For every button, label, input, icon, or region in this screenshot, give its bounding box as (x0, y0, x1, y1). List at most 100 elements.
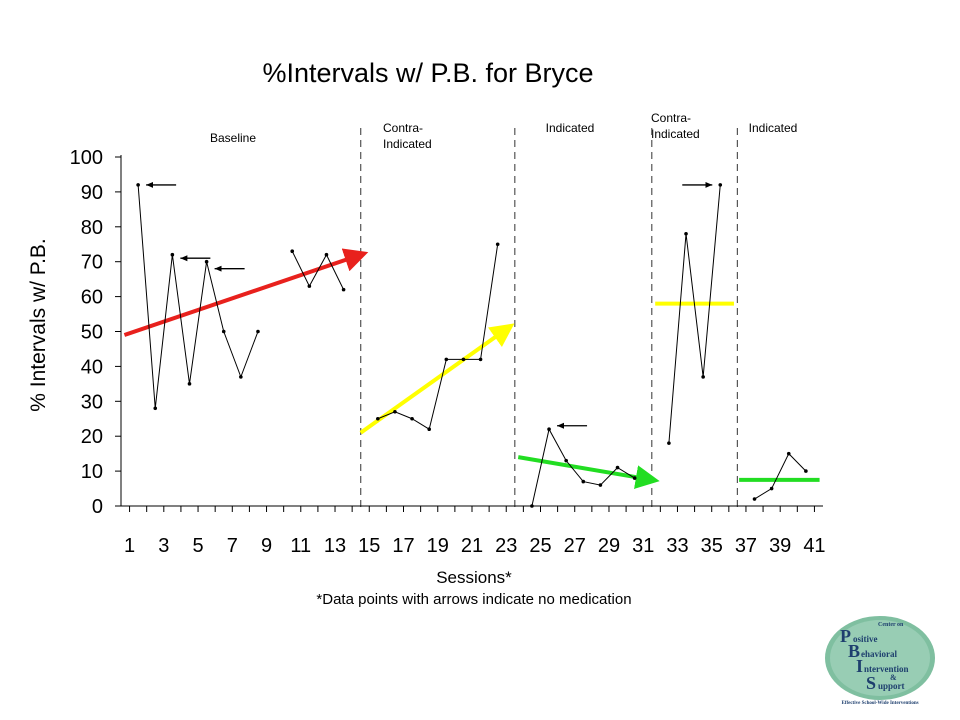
data-line-segment (754, 452, 807, 500)
data-point (667, 441, 671, 445)
logo-letter-i: I (856, 656, 863, 676)
data-point (204, 259, 209, 264)
logo-letter-p: P (840, 626, 851, 646)
phase-label: Baseline (210, 131, 256, 145)
data-point (769, 486, 774, 491)
y-tick-label: 100 (70, 147, 103, 169)
data-line-segment (137, 184, 259, 409)
pbis-logo: Center on P ositive B ehavioral I nterve… (825, 616, 935, 706)
data-point (410, 416, 414, 421)
x-tick-label: 21 (461, 535, 483, 557)
x-tick-label: 5 (192, 535, 203, 557)
data-point (547, 427, 551, 432)
y-tick-label: 0 (92, 496, 103, 518)
x-axis-label: Sessions* (436, 568, 512, 587)
y-tick-label: 70 (81, 252, 103, 274)
data-point (478, 357, 483, 362)
data-point (444, 357, 449, 362)
x-tick-label: 27 (564, 535, 586, 557)
data-point (581, 479, 586, 484)
x-tick-label: 41 (803, 535, 825, 557)
phase-label: Indicated (749, 121, 798, 135)
logo-letter-b: B (848, 641, 860, 661)
x-tick-label: 1 (124, 535, 135, 557)
data-point (530, 504, 534, 508)
data-point (153, 406, 158, 411)
data-point (615, 465, 620, 470)
logo-letter-s: S (866, 673, 876, 693)
data-point (393, 409, 397, 414)
data-point (495, 242, 500, 247)
data-point (170, 252, 175, 257)
data-point (136, 183, 140, 187)
logo-ampersand: & (890, 673, 897, 682)
data-series (136, 183, 808, 508)
no-medication-arrows (146, 181, 713, 429)
data-point (684, 231, 688, 236)
y-tick-label: 90 (81, 182, 103, 204)
trend-line (517, 455, 660, 489)
x-tick-label: 11 (290, 535, 311, 557)
y-tick-label: 60 (81, 287, 103, 309)
data-point (701, 375, 705, 379)
x-tick-label: 35 (701, 535, 723, 557)
x-tick-label: 15 (358, 535, 380, 557)
x-tick-label: 9 (261, 535, 272, 557)
data-point (256, 329, 260, 334)
x-tick-label: 17 (392, 535, 414, 557)
data-line-segment (291, 251, 345, 290)
data-point (239, 375, 243, 379)
logo-word-support: upport (878, 681, 905, 691)
logo-tagline: Effective School-Wide Interventions (841, 701, 918, 706)
data-point (187, 382, 192, 386)
data-point (786, 451, 791, 456)
logo-word-intervention: ntervention (864, 664, 909, 674)
phase-change-lines (360, 128, 738, 511)
y-tick-label: 10 (81, 461, 103, 483)
x-tick-label: 29 (598, 535, 620, 557)
x-tick-label: 33 (666, 535, 688, 557)
y-tick-label: 50 (81, 322, 103, 344)
data-point (461, 357, 466, 362)
trend-lines (123, 248, 820, 489)
x-tick-label: 19 (427, 535, 449, 557)
logo-oval-inner (830, 620, 930, 696)
data-point (221, 329, 226, 334)
data-line-segment (377, 244, 499, 431)
x-tick-label: 23 (495, 535, 517, 557)
phase-label: Contra-Indicated (383, 121, 432, 151)
data-point (290, 249, 295, 254)
data-point (427, 427, 431, 432)
data-point (341, 287, 346, 292)
data-point (804, 469, 808, 473)
x-tick-label: 39 (769, 535, 791, 557)
x-tick-label: 31 (632, 535, 654, 557)
y-tick-label: 40 (81, 356, 103, 378)
phase-label: Contra-Indicated (651, 111, 700, 141)
phase-labels: Baseline Contra-Indicated Indicated Contra-… (210, 111, 797, 151)
logo-word-behavioral: ehavioral (861, 649, 897, 659)
data-point (752, 497, 757, 501)
y-tick-label: 20 (81, 426, 103, 448)
data-line-segment (668, 184, 721, 444)
x-tick-label: 25 (529, 535, 551, 557)
footnote: *Data points with arrows indicate no med… (316, 591, 631, 608)
logo-center-on: Center on (878, 622, 904, 628)
logo-word-positive: ositive (853, 634, 878, 644)
data-point (564, 458, 568, 463)
y-axis-label: % Intervals w/ P.B. (27, 238, 50, 412)
y-tick-label: 80 (81, 217, 103, 239)
phase-label: Indicated (546, 121, 595, 135)
data-point (718, 183, 723, 187)
data-point (632, 476, 637, 480)
x-tick-label: 3 (158, 535, 169, 557)
data-point (307, 284, 312, 288)
data-point (376, 416, 380, 421)
data-point (598, 483, 603, 487)
data-point (324, 252, 329, 257)
x-tick-label: 37 (735, 535, 757, 557)
x-tick-label: 7 (227, 535, 238, 557)
chart-title: %Intervals w/ P.B. for Bryce (262, 58, 593, 88)
